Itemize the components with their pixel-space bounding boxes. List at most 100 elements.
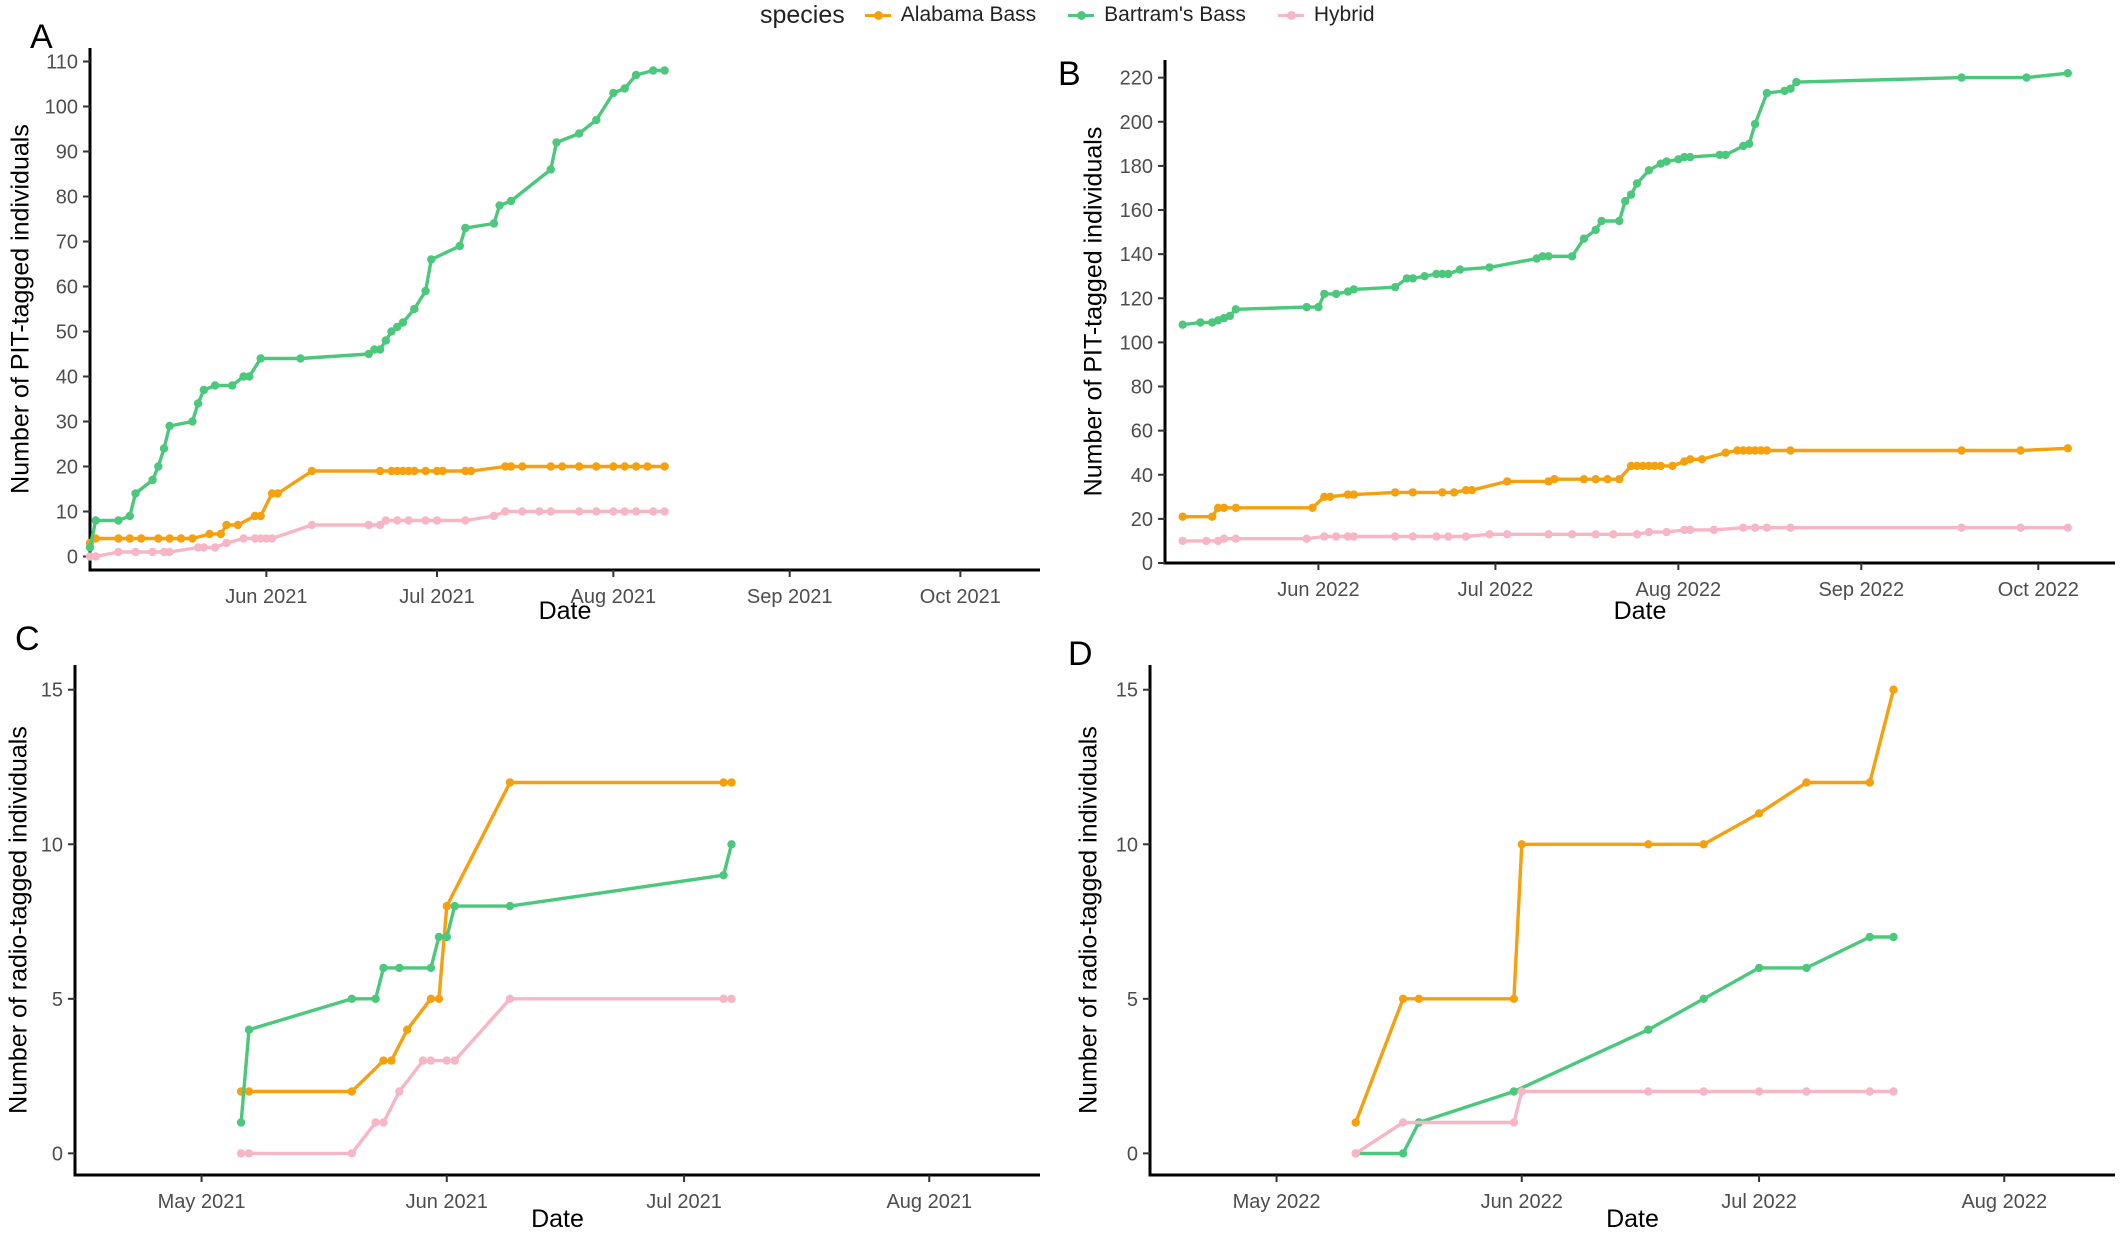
data-point (387, 1056, 396, 1065)
data-point (1219, 534, 1229, 543)
x-tick-label: May 2021 (158, 1191, 246, 1213)
data-point (125, 534, 134, 543)
data-point (1638, 461, 1648, 471)
legend-item-hybrid: Hybrid (1276, 3, 1375, 27)
panel-a: A 0 10 20 30 40 50 60 70 80 90 100 110 Jun 2021 Jul 20… (7, 18, 1040, 625)
data-point (1792, 77, 1801, 87)
y-tick-label: 200 (1120, 112, 1153, 134)
data-point (379, 1056, 388, 1065)
data-point (1754, 963, 1764, 973)
y-axis-label: Number of radio-tagged individuals (5, 726, 33, 1114)
data-point (210, 543, 220, 552)
data-point (1349, 285, 1359, 294)
series-hybrid (1178, 523, 2072, 546)
data-point (620, 84, 629, 93)
data-point (546, 165, 555, 174)
data-point (719, 778, 728, 787)
data-point (1786, 523, 1795, 532)
y-tick-label: 30 (56, 412, 78, 434)
data-point (148, 475, 157, 485)
data-point (1219, 503, 1229, 512)
data-point (244, 1087, 254, 1096)
y-tick-label: 100 (45, 97, 78, 119)
data-point (1739, 523, 1748, 532)
series-bartram-s-bass (1351, 932, 1898, 1158)
data-point (620, 462, 629, 471)
y-tick-label: 15 (41, 680, 63, 702)
data-point (1644, 166, 1654, 175)
data-point (1802, 1087, 1811, 1096)
legend-key-hybrid (1276, 5, 1306, 25)
data-point (1432, 532, 1441, 541)
data-point (267, 534, 277, 543)
y-tick-label: 20 (56, 457, 78, 479)
data-point (660, 462, 669, 471)
data-point (404, 516, 413, 525)
data-point (1699, 1087, 1708, 1096)
data-point (1750, 446, 1760, 455)
data-point (1503, 530, 1512, 539)
data-point (442, 1056, 451, 1065)
data-point (381, 336, 390, 345)
data-point (434, 994, 444, 1003)
data-point (1721, 448, 1730, 457)
data-point (489, 219, 499, 228)
data-point (1957, 73, 1966, 82)
series-bartram-s-bass (85, 66, 669, 552)
data-point (421, 466, 430, 476)
data-point (506, 196, 516, 206)
data-point (427, 255, 436, 264)
data-point (364, 349, 373, 359)
data-point (461, 516, 470, 525)
data-point (1509, 1087, 1519, 1096)
data-point (1351, 1118, 1360, 1127)
data-point (165, 547, 174, 557)
data-point (660, 507, 669, 516)
legend-label: Bartram's Bass (1104, 3, 1246, 26)
data-point (501, 507, 510, 516)
data-point (546, 507, 555, 516)
x-tick-label: Jun 2022 (1277, 579, 1359, 601)
data-point (1644, 1025, 1653, 1034)
data-point (256, 354, 265, 363)
data-point (1680, 152, 1689, 162)
data-point (1739, 446, 1748, 455)
data-point (256, 511, 265, 521)
x-tick-label: Oct 2021 (920, 586, 1001, 608)
data-point (1390, 488, 1400, 497)
data-point (395, 1087, 404, 1096)
data-point (307, 466, 317, 476)
data-point (1517, 1087, 1527, 1096)
series-line (88, 68, 665, 548)
x-axis-label: Date (531, 1205, 584, 1233)
y-tick-label: 140 (1120, 244, 1153, 266)
data-point (1390, 283, 1400, 292)
legend-key-bartrams-bass (1066, 5, 1096, 25)
data-point (1865, 778, 1875, 787)
data-point (1786, 446, 1795, 455)
y-tick-label: 0 (52, 1143, 63, 1165)
data-point (1802, 963, 1811, 973)
data-point (1231, 534, 1241, 543)
data-point (546, 462, 555, 471)
x-tick-label: Sep 2022 (1818, 579, 1904, 601)
data-point (210, 381, 220, 390)
data-point (375, 466, 385, 476)
data-point (239, 534, 248, 543)
data-point (222, 520, 231, 530)
data-point (1349, 532, 1359, 541)
legend-label: Hybrid (1313, 3, 1375, 26)
data-point (727, 840, 736, 849)
y-tick-label: 60 (56, 277, 78, 299)
data-point (165, 534, 174, 543)
data-point (1314, 302, 1323, 312)
y-tick-label: 100 (1120, 332, 1153, 354)
data-point (1762, 88, 1772, 98)
data-point (244, 1149, 254, 1158)
data-point (205, 529, 214, 539)
data-point (1455, 265, 1465, 274)
data-point (1331, 289, 1341, 299)
data-point (114, 547, 123, 557)
data-point (393, 516, 402, 525)
